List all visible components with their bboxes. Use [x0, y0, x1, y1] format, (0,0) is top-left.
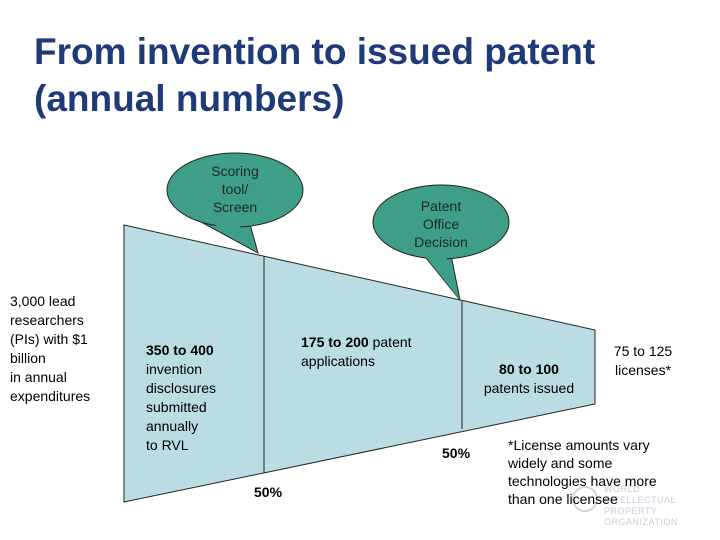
issued-stage: 80 to 100 patents issued — [468, 341, 590, 417]
scoring-bubble-label: Scoring tool/ Screen — [211, 163, 259, 215]
applications-number: 175 to 200 — [301, 334, 369, 350]
title-line-1: From invention to issued patent — [34, 31, 596, 72]
issued-text: patents issued — [483, 380, 575, 396]
percentage-first: 50% — [254, 484, 283, 500]
scoring-callout — [166, 152, 304, 255]
licenses-label: 75 to 125 licenses* — [613, 343, 673, 378]
license-footnote: *License amounts vary widely and some te… — [508, 437, 657, 507]
lead-researchers-label: 3,000 lead researchers (PIs) with $1 bil… — [10, 293, 91, 404]
wipo-watermark: WORLD INTELLECTUAL PROPERTY ORGANIZATION — [572, 482, 702, 527]
funnel-shape — [123, 224, 596, 503]
title-line-2: (annual numbers) — [34, 78, 345, 119]
applications-stage: 175 to 200 patent applications — [301, 333, 451, 371]
disclosures-number: 350 to 400 — [146, 342, 214, 358]
issued-number: 80 to 100 — [499, 361, 559, 377]
watermark-text: WORLD INTELLECTUAL PROPERTY ORGANIZATION — [604, 484, 678, 527]
patent-office-bubble-label: Patent Office Decision — [414, 198, 468, 250]
patent-office-callout — [372, 184, 510, 301]
wipo-logo-icon — [572, 486, 598, 512]
page-title: From invention to issued patent (annual … — [34, 28, 694, 122]
disclosures-text: invention disclosures submitted annually… — [146, 361, 217, 453]
applications-text: patent applications — [301, 334, 412, 369]
disclosures-stage: 350 to 400 invention disclosures submitt… — [146, 322, 256, 474]
percentage-second: 50% — [442, 445, 471, 461]
